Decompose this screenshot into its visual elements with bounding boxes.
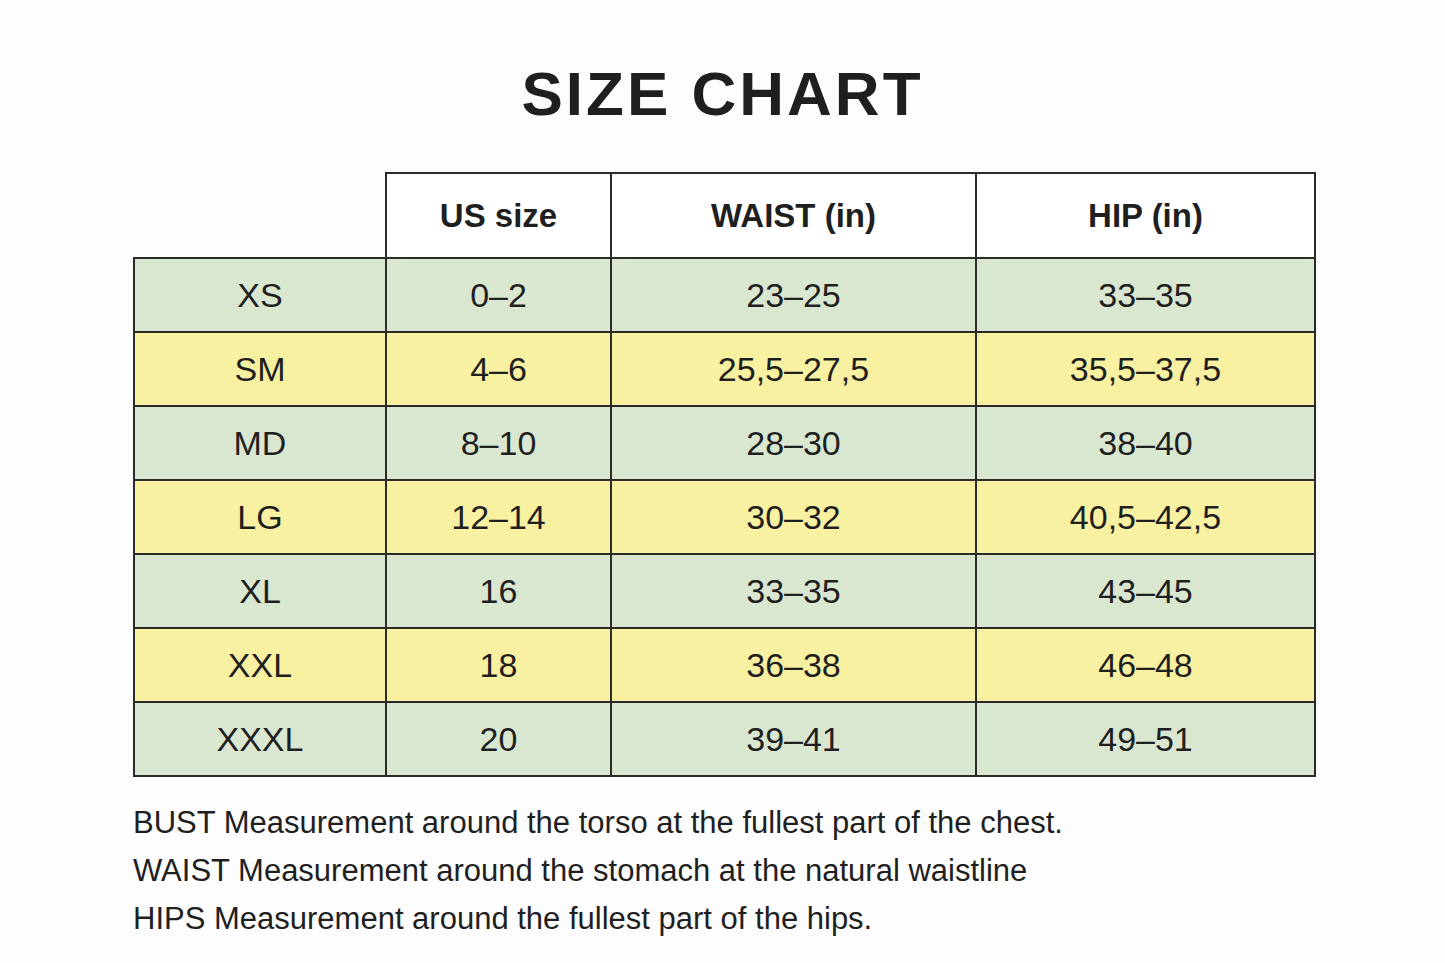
cell-size-label: MD xyxy=(134,406,386,480)
cell-size-label: XL xyxy=(134,554,386,628)
table-row: LG 12–14 30–32 40,5–42,5 xyxy=(134,480,1315,554)
header-hip: HIP (in) xyxy=(976,173,1315,258)
page-title: SIZE CHART xyxy=(0,58,1445,129)
cell-us-size: 16 xyxy=(386,554,611,628)
note-bust: BUST Measurement around the torso at the… xyxy=(133,799,1333,847)
cell-us-size: 0–2 xyxy=(386,258,611,332)
cell-hip: 33–35 xyxy=(976,258,1315,332)
cell-us-size: 8–10 xyxy=(386,406,611,480)
measurement-notes: BUST Measurement around the torso at the… xyxy=(133,799,1333,943)
cell-waist: 30–32 xyxy=(611,480,976,554)
cell-hip: 35,5–37,5 xyxy=(976,332,1315,406)
header-corner-spacer xyxy=(134,173,386,258)
cell-us-size: 12–14 xyxy=(386,480,611,554)
cell-size-label: XXL xyxy=(134,628,386,702)
note-hips: HIPS Measurement around the fullest part… xyxy=(133,895,1333,943)
cell-size-label: SM xyxy=(134,332,386,406)
size-table-body: XS 0–2 23–25 33–35 SM 4–6 25,5–27,5 35,5… xyxy=(134,258,1315,776)
table-row: SM 4–6 25,5–27,5 35,5–37,5 xyxy=(134,332,1315,406)
cell-size-label: XXXL xyxy=(134,702,386,776)
cell-waist: 36–38 xyxy=(611,628,976,702)
cell-size-label: LG xyxy=(134,480,386,554)
cell-hip: 46–48 xyxy=(976,628,1315,702)
cell-us-size: 18 xyxy=(386,628,611,702)
size-chart-table: US size WAIST (in) HIP (in) XS 0–2 23–25… xyxy=(133,172,1316,777)
cell-waist: 28–30 xyxy=(611,406,976,480)
header-waist: WAIST (in) xyxy=(611,173,976,258)
table-row: XL 16 33–35 43–45 xyxy=(134,554,1315,628)
header-us-size: US size xyxy=(386,173,611,258)
cell-hip: 38–40 xyxy=(976,406,1315,480)
cell-us-size: 20 xyxy=(386,702,611,776)
table-row: XXL 18 36–38 46–48 xyxy=(134,628,1315,702)
note-waist: WAIST Measurement around the stomach at … xyxy=(133,847,1333,895)
cell-waist: 23–25 xyxy=(611,258,976,332)
cell-waist: 33–35 xyxy=(611,554,976,628)
cell-hip: 49–51 xyxy=(976,702,1315,776)
size-chart-page: SIZE CHART US size WAIST (in) HIP (in) X… xyxy=(0,0,1445,963)
table-row: MD 8–10 28–30 38–40 xyxy=(134,406,1315,480)
cell-hip: 40,5–42,5 xyxy=(976,480,1315,554)
cell-waist: 25,5–27,5 xyxy=(611,332,976,406)
cell-hip: 43–45 xyxy=(976,554,1315,628)
cell-size-label: XS xyxy=(134,258,386,332)
table-row: XXXL 20 39–41 49–51 xyxy=(134,702,1315,776)
table-row: XS 0–2 23–25 33–35 xyxy=(134,258,1315,332)
cell-waist: 39–41 xyxy=(611,702,976,776)
cell-us-size: 4–6 xyxy=(386,332,611,406)
header-row: US size WAIST (in) HIP (in) xyxy=(134,173,1315,258)
